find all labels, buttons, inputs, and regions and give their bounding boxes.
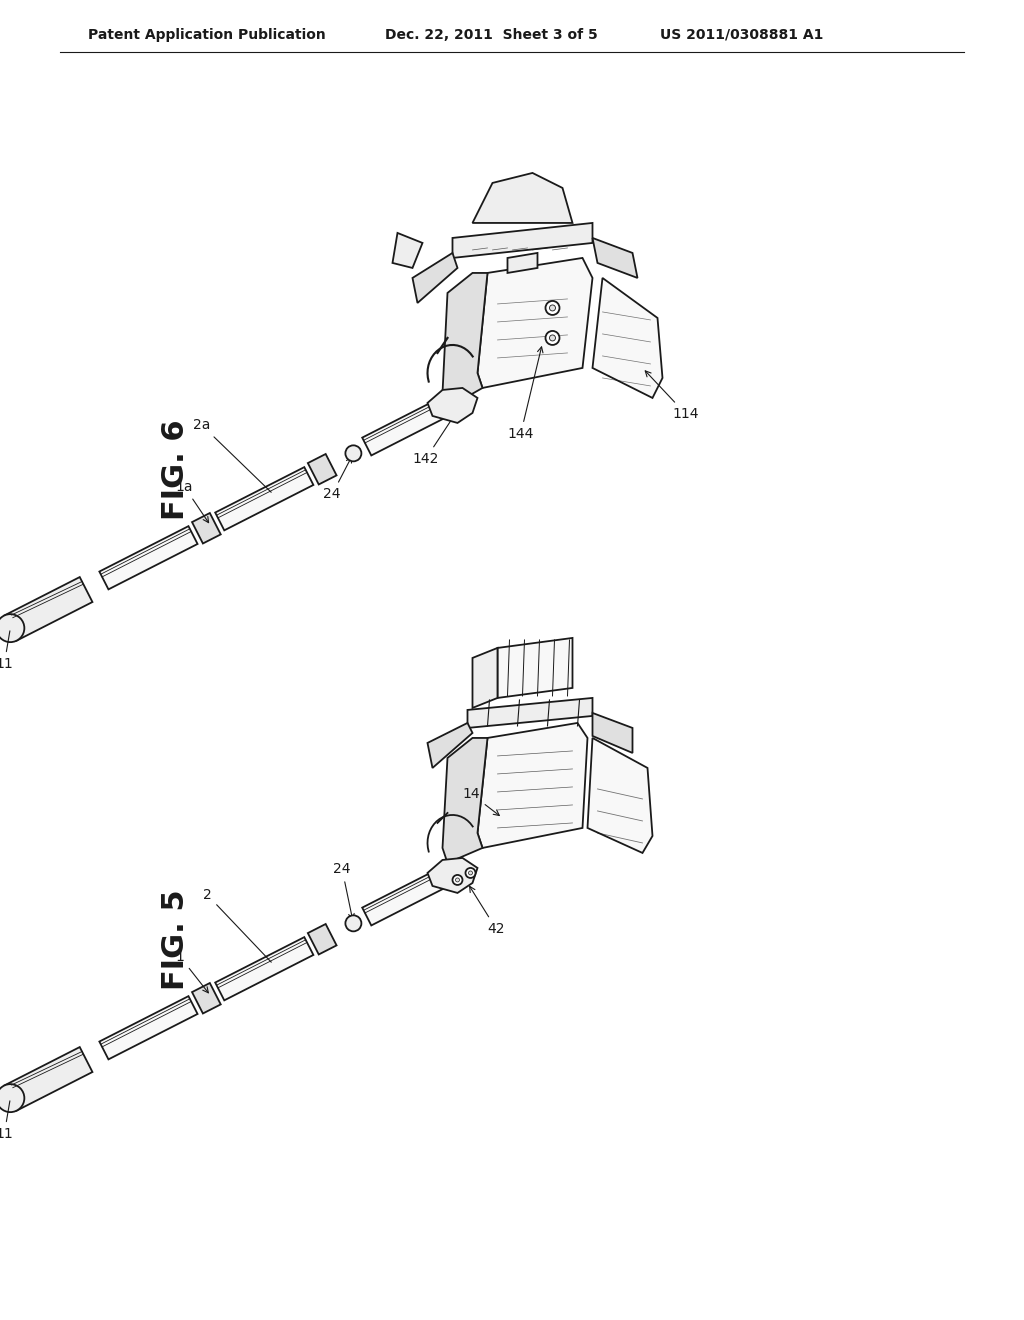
Text: 144: 144 (508, 347, 543, 441)
Text: 24: 24 (334, 862, 354, 920)
Text: Patent Application Publication: Patent Application Publication (88, 28, 326, 42)
Polygon shape (193, 513, 221, 544)
Text: 14: 14 (463, 787, 500, 816)
Polygon shape (99, 527, 198, 589)
Circle shape (0, 614, 25, 642)
Polygon shape (308, 924, 337, 954)
Circle shape (469, 871, 472, 875)
Text: Dec. 22, 2011  Sheet 3 of 5: Dec. 22, 2011 Sheet 3 of 5 (385, 28, 598, 42)
Polygon shape (593, 713, 633, 752)
Polygon shape (215, 937, 313, 1001)
Polygon shape (472, 173, 572, 223)
Polygon shape (477, 723, 588, 847)
Polygon shape (453, 223, 593, 257)
Circle shape (466, 869, 475, 878)
Polygon shape (4, 1047, 92, 1110)
Text: 1: 1 (176, 950, 208, 993)
Polygon shape (472, 648, 498, 708)
Text: 24: 24 (324, 457, 351, 502)
Polygon shape (413, 253, 458, 304)
Text: 11: 11 (0, 631, 13, 671)
Polygon shape (427, 858, 477, 892)
Polygon shape (593, 279, 663, 397)
Polygon shape (468, 698, 593, 727)
Polygon shape (442, 738, 487, 863)
Text: 2a: 2a (194, 418, 271, 492)
Circle shape (550, 305, 555, 312)
Polygon shape (442, 273, 487, 408)
Polygon shape (498, 638, 572, 698)
Text: US 2011/0308881 A1: US 2011/0308881 A1 (660, 28, 823, 42)
Text: 2: 2 (203, 888, 271, 962)
Polygon shape (477, 257, 593, 388)
Polygon shape (4, 577, 92, 640)
Polygon shape (215, 467, 313, 531)
Polygon shape (588, 738, 652, 853)
Polygon shape (362, 399, 447, 455)
Text: 1a: 1a (176, 480, 209, 523)
Polygon shape (508, 253, 538, 273)
Text: FIG. 6: FIG. 6 (161, 420, 189, 520)
Circle shape (0, 1084, 25, 1113)
Text: 11: 11 (0, 1101, 13, 1140)
Circle shape (453, 875, 463, 884)
Circle shape (546, 331, 559, 345)
Polygon shape (308, 454, 337, 484)
Polygon shape (99, 997, 198, 1060)
Circle shape (550, 335, 555, 341)
Text: FIG. 5: FIG. 5 (161, 890, 189, 990)
Circle shape (456, 878, 460, 882)
Text: 142: 142 (413, 407, 460, 466)
Text: 114: 114 (645, 371, 699, 421)
Text: 42: 42 (470, 886, 505, 936)
Circle shape (546, 301, 559, 315)
Polygon shape (193, 983, 221, 1014)
Polygon shape (427, 723, 472, 768)
Polygon shape (427, 388, 477, 422)
Circle shape (345, 445, 361, 462)
Polygon shape (362, 869, 447, 925)
Circle shape (345, 915, 361, 932)
Polygon shape (593, 238, 638, 279)
Polygon shape (392, 232, 423, 268)
